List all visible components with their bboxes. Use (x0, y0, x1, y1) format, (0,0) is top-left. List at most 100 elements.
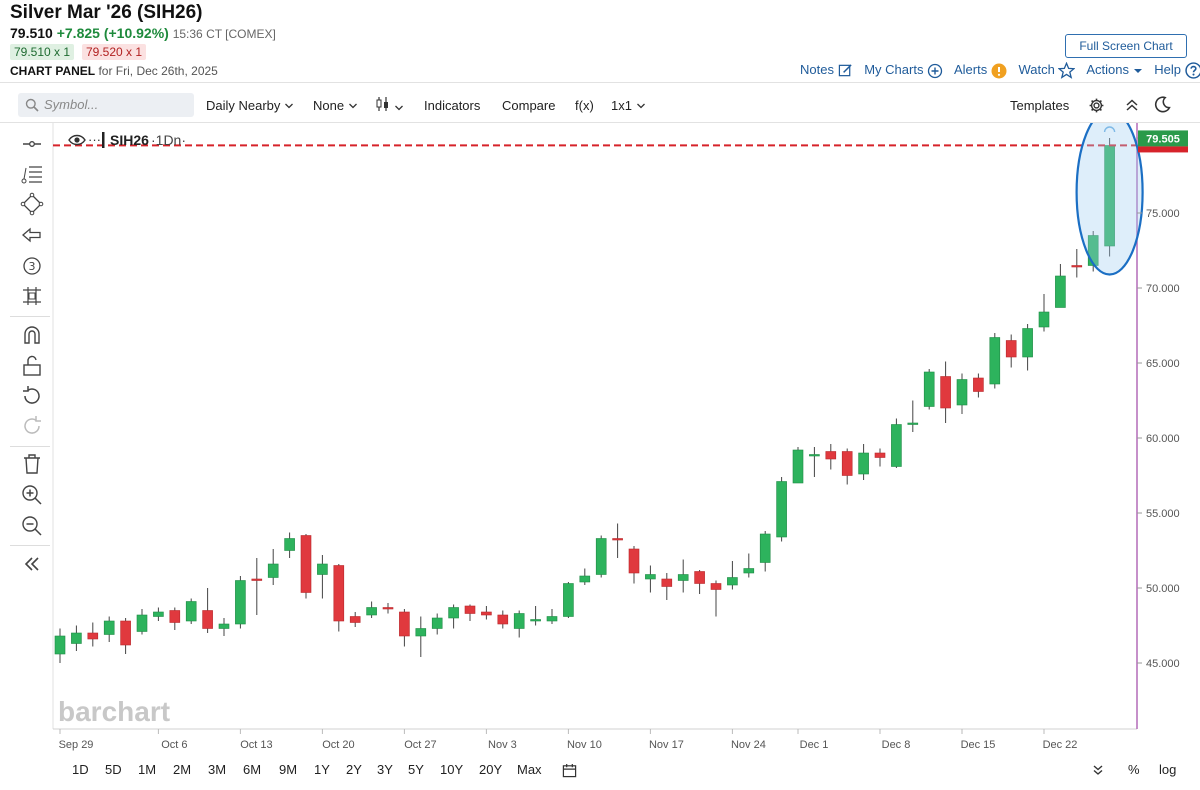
candle-body-up (546, 616, 558, 622)
range-button-5y[interactable]: 5Y (408, 762, 424, 777)
candle (579, 568, 591, 585)
my-charts-link[interactable]: My Charts (864, 62, 943, 78)
shape-tool-icon[interactable] (20, 192, 44, 216)
fx-button[interactable]: f(x) (575, 98, 594, 113)
watch-label: Watch (1018, 62, 1055, 77)
legend-interval: ·1Dn· (151, 132, 186, 148)
arrow-tool-icon[interactable] (20, 223, 44, 247)
candle-body-up (923, 371, 935, 407)
range-button-20y[interactable]: 20Y (479, 762, 503, 777)
help-link[interactable]: Help (1154, 62, 1200, 79)
gear-icon[interactable] (1088, 97, 1105, 114)
candle (759, 531, 771, 572)
candle (989, 333, 1001, 389)
alerts-link[interactable]: Alerts (954, 62, 1007, 79)
candle (317, 555, 328, 599)
candle (825, 444, 837, 470)
lock-icon[interactable] (20, 354, 44, 378)
candle-body-up (153, 611, 164, 617)
candle-body-up (218, 623, 230, 629)
range-button-1y[interactable]: 1Y (314, 762, 330, 777)
candle (185, 598, 197, 624)
candle-body-down (120, 620, 131, 646)
y-tick-label: 55.000 (1146, 508, 1180, 520)
candle (661, 573, 673, 600)
candle (727, 561, 738, 590)
candle (333, 564, 345, 632)
double-chevron-down-icon[interactable] (1092, 764, 1104, 776)
candle (874, 448, 886, 467)
tools-divider (10, 316, 50, 317)
chart-type-dropdown[interactable] (376, 96, 404, 115)
aggregation-label: Daily Nearby (206, 98, 281, 113)
actions-label: Actions (1086, 62, 1129, 77)
watch-link[interactable]: Watch (1018, 62, 1076, 79)
compare-button[interactable]: Compare (502, 98, 556, 113)
measure-tool-icon[interactable] (20, 284, 44, 308)
candle (366, 601, 377, 618)
full-screen-chart-button[interactable]: Full Screen Chart (1065, 34, 1187, 58)
actions-menu[interactable]: Actions (1086, 62, 1142, 77)
trash-icon[interactable] (20, 452, 44, 476)
price-chart[interactable]: 45.000 50.000 55.000 60.000 65.000 70.000 75.0… (0, 123, 1200, 756)
range-button-1m[interactable]: 1M (138, 762, 157, 777)
magnet-icon[interactable] (20, 323, 44, 347)
count-tool-icon[interactable]: 3 (20, 254, 44, 278)
x-tick-label: Oct 6 (161, 739, 187, 751)
range-button-2y[interactable]: 2Y (346, 762, 362, 777)
study-dropdown[interactable]: None (313, 98, 358, 113)
legend-marker (102, 132, 105, 148)
fib-tool-icon[interactable] (20, 162, 44, 186)
layout-dropdown[interactable]: 1x1 (611, 98, 646, 113)
collapse-icon[interactable] (1124, 97, 1140, 113)
candle (1005, 334, 1017, 368)
candle (710, 580, 722, 617)
study-label: None (313, 98, 345, 113)
undo-icon[interactable] (20, 384, 44, 408)
calendar-icon[interactable] (562, 763, 577, 778)
symbol-placeholder: Symbol... (44, 97, 99, 112)
my-charts-label: My Charts (864, 62, 924, 77)
collapse-sidebar-icon[interactable] (20, 552, 44, 576)
indicators-button[interactable]: Indicators (424, 98, 481, 113)
moon-icon[interactable] (1154, 96, 1171, 113)
redo-icon[interactable] (20, 414, 44, 438)
symbol-input[interactable]: Symbol... (18, 93, 194, 117)
candle-body-up (448, 607, 459, 619)
chevron-down-icon (394, 105, 403, 111)
range-button-max[interactable]: Max (517, 762, 542, 777)
eye-icon[interactable] (68, 134, 86, 146)
candle-body-down (612, 538, 623, 541)
candle-body-up (645, 574, 656, 580)
range-button-10y[interactable]: 10Y (440, 762, 464, 777)
range-button-3m[interactable]: 3M (208, 762, 227, 777)
last-price-tag-underline (1138, 146, 1188, 153)
log-scale-button[interactable]: log (1159, 762, 1177, 777)
candle-body-up (366, 607, 377, 616)
range-button-6m[interactable]: 6M (243, 762, 262, 777)
zoom-out-icon[interactable] (20, 514, 44, 538)
range-button-3y[interactable]: 3Y (377, 762, 393, 777)
range-button-1d[interactable]: 1D (72, 762, 89, 777)
candle (235, 576, 246, 629)
range-button-5d[interactable]: 5D (105, 762, 122, 777)
aggregation-dropdown[interactable]: Daily Nearby (206, 98, 294, 113)
candle-body-down (399, 611, 410, 637)
candlestick-icon (376, 97, 388, 111)
zoom-in-icon[interactable] (20, 483, 44, 507)
x-tick-label: Sep 29 (59, 739, 94, 751)
candle-body-up (1055, 275, 1066, 308)
candle-body-up (956, 379, 968, 406)
candle-body-down (251, 578, 263, 581)
candle-body-down (382, 607, 394, 610)
line-tool-icon[interactable] (20, 132, 44, 156)
candle-body-up (891, 424, 902, 467)
range-button-2m[interactable]: 2M (173, 762, 192, 777)
range-button-9m[interactable]: 9M (279, 762, 298, 777)
more-icon[interactable]: ··· (88, 132, 101, 147)
notes-link[interactable]: Notes (800, 62, 853, 77)
candle (382, 603, 394, 614)
templates-button[interactable]: Templates (1010, 98, 1070, 113)
candle (809, 447, 820, 477)
percent-scale-button[interactable]: % (1128, 762, 1140, 777)
